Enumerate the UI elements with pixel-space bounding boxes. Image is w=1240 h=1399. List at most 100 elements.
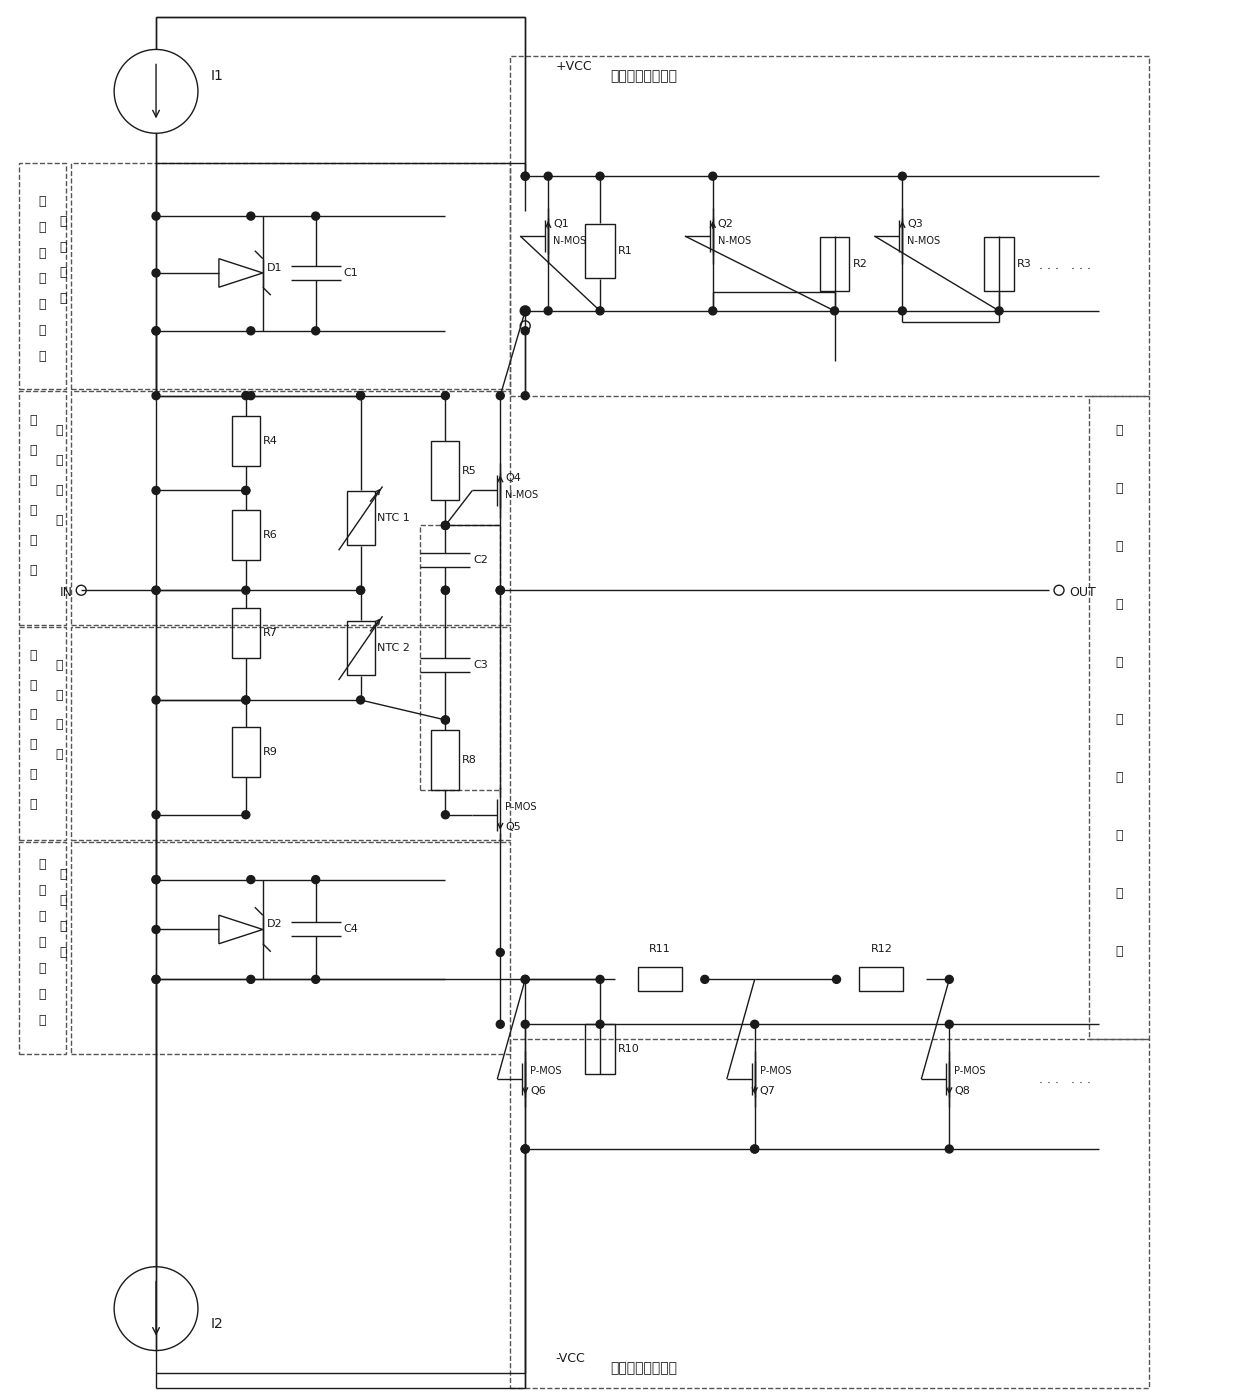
Text: IN: IN [61, 586, 73, 599]
Bar [510, 1039, 1148, 1388]
Circle shape [521, 172, 529, 180]
Circle shape [153, 876, 160, 884]
Bar [432, 730, 459, 790]
Text: I2: I2 [211, 1316, 223, 1330]
Circle shape [242, 586, 249, 595]
Text: 路: 路 [60, 292, 67, 305]
Text: Q6: Q6 [531, 1086, 546, 1097]
Text: 效: 效 [30, 739, 37, 751]
Text: 场: 场 [30, 474, 37, 487]
Circle shape [898, 172, 906, 180]
Bar [420, 526, 500, 790]
Text: 支: 支 [56, 719, 63, 732]
Circle shape [311, 327, 320, 334]
Text: 场: 场 [1115, 424, 1122, 436]
Text: Q1: Q1 [553, 220, 569, 229]
Circle shape [242, 487, 249, 494]
Text: 组: 组 [38, 350, 46, 364]
Circle shape [357, 392, 365, 400]
Text: D2: D2 [267, 919, 283, 929]
Circle shape [441, 522, 449, 529]
Text: 压: 压 [38, 273, 46, 285]
Text: . . .   . . .: . . . . . . [1039, 1073, 1091, 1086]
Text: R7: R7 [263, 628, 278, 638]
Circle shape [441, 586, 449, 595]
Circle shape [521, 975, 529, 983]
Circle shape [750, 1144, 759, 1153]
Circle shape [242, 811, 249, 818]
Text: 管: 管 [30, 799, 37, 811]
Circle shape [521, 1144, 529, 1153]
Text: 应: 应 [30, 534, 37, 547]
Bar [585, 224, 615, 278]
Circle shape [242, 392, 249, 400]
Circle shape [153, 697, 160, 704]
Text: 分: 分 [38, 246, 46, 259]
Text: 偏: 偏 [56, 424, 63, 436]
Text: 应: 应 [1115, 540, 1122, 553]
Circle shape [898, 306, 906, 315]
Circle shape [496, 586, 505, 595]
Circle shape [596, 975, 604, 983]
Text: 一: 一 [30, 443, 37, 457]
Bar [1089, 396, 1148, 1039]
Bar [232, 609, 260, 658]
Text: 补: 补 [1115, 713, 1122, 726]
Text: 路: 路 [56, 748, 63, 761]
Circle shape [496, 949, 505, 957]
Text: R2: R2 [852, 259, 867, 269]
Circle shape [596, 306, 604, 315]
Circle shape [544, 172, 552, 180]
Circle shape [521, 1144, 529, 1153]
Bar [985, 236, 1014, 291]
Text: R11: R11 [649, 944, 671, 954]
Bar [20, 842, 66, 1055]
Circle shape [153, 586, 160, 595]
Circle shape [496, 392, 505, 400]
Text: R6: R6 [263, 530, 278, 540]
Bar [432, 441, 459, 501]
Circle shape [357, 697, 365, 704]
Circle shape [496, 1020, 505, 1028]
Bar [20, 164, 66, 389]
Text: C4: C4 [343, 925, 358, 935]
Text: 组: 组 [38, 1014, 46, 1027]
Circle shape [750, 1144, 759, 1153]
Circle shape [441, 811, 449, 818]
Text: 置: 置 [56, 455, 63, 467]
Text: R9: R9 [263, 747, 278, 757]
Circle shape [945, 975, 954, 983]
Text: 路: 路 [60, 946, 67, 958]
Bar [820, 236, 849, 291]
Text: 二: 二 [30, 679, 37, 691]
Text: 置: 置 [60, 894, 67, 907]
Bar [71, 627, 510, 839]
Circle shape [709, 306, 717, 315]
Text: NTC 2: NTC 2 [377, 644, 409, 653]
Text: 第一分压管组支路: 第一分压管组支路 [610, 70, 677, 84]
Text: 一: 一 [38, 221, 46, 234]
Text: . . .   . . .: . . . . . . [1039, 259, 1091, 273]
Circle shape [832, 975, 841, 983]
Text: 管: 管 [38, 298, 46, 312]
Text: I1: I1 [211, 70, 223, 84]
Circle shape [521, 306, 529, 315]
Circle shape [596, 172, 604, 180]
Text: P-MOS: P-MOS [505, 802, 537, 811]
Bar [859, 967, 904, 992]
Text: 分: 分 [38, 909, 46, 923]
Text: R12: R12 [870, 944, 893, 954]
Circle shape [247, 876, 254, 884]
Circle shape [496, 586, 505, 595]
Text: 路: 路 [38, 988, 46, 1000]
Text: 支: 支 [60, 266, 67, 280]
Text: Q3: Q3 [908, 220, 923, 229]
Bar [71, 390, 510, 625]
Bar [347, 621, 374, 676]
Circle shape [311, 876, 320, 884]
Circle shape [153, 975, 160, 983]
Text: 效: 效 [1115, 483, 1122, 495]
Text: P-MOS: P-MOS [531, 1066, 562, 1076]
Text: C1: C1 [343, 269, 358, 278]
Text: Q5: Q5 [505, 821, 521, 832]
